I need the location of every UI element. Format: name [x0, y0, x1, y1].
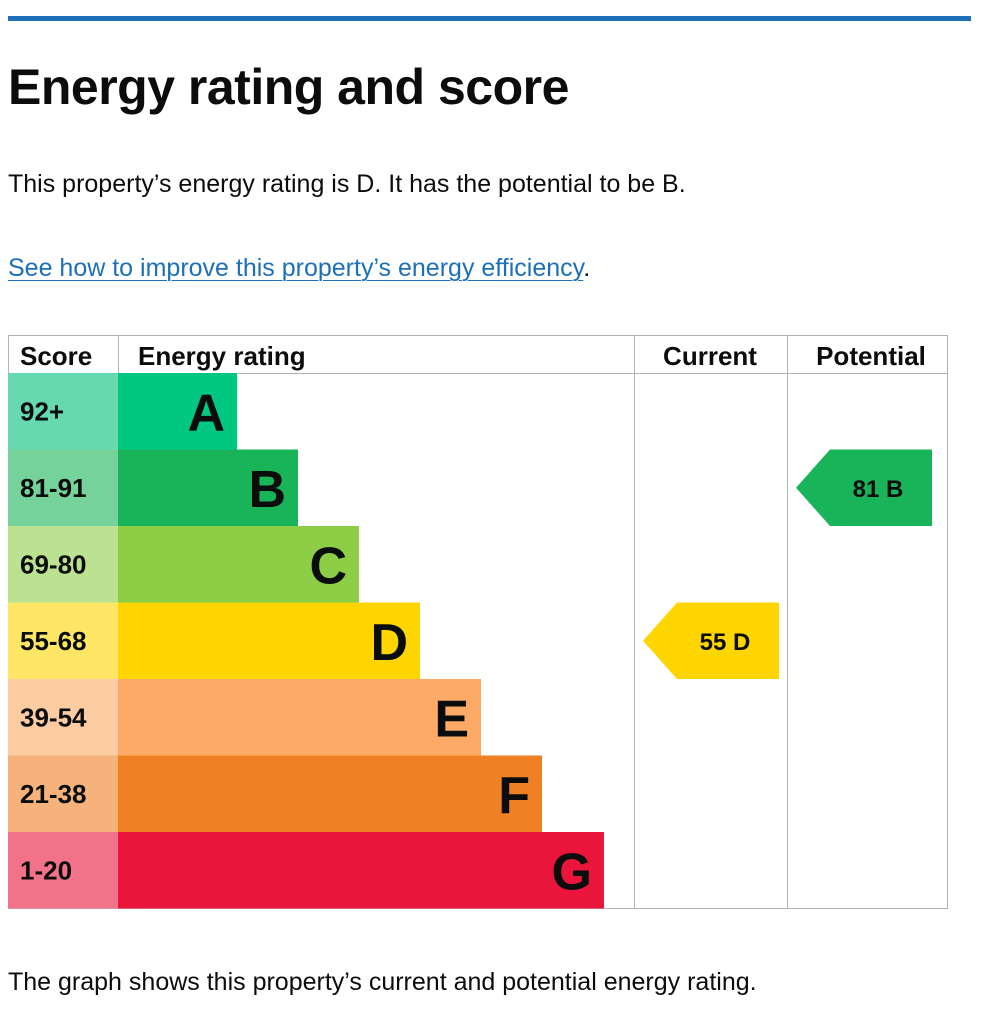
score-cell-c	[8, 526, 118, 603]
band-bar-g	[118, 832, 604, 909]
rating-summary: This property’s energy rating is D. It h…	[8, 170, 686, 198]
band-letter-c: C	[309, 537, 347, 595]
band-letter-d: D	[370, 614, 408, 672]
band-letter-a: A	[187, 384, 225, 442]
band-bar-b	[118, 449, 298, 526]
top-rule	[8, 16, 971, 21]
header-energy-rating: Energy rating	[138, 341, 306, 371]
band-bar-f	[118, 755, 542, 832]
current-rating-label: 55 D	[700, 629, 751, 656]
score-cell-g	[8, 832, 118, 909]
band-bar-a	[118, 373, 237, 450]
score-cell-a	[8, 373, 118, 450]
improve-paragraph: See how to improve this property’s energ…	[8, 254, 590, 283]
header-potential: Potential	[816, 341, 926, 371]
band-bar-e	[118, 679, 481, 756]
rating-bands: 92+ A 81-91 B 69-80 C 55-68 D 39-54 E 21-38 F 1-20 G	[8, 373, 604, 909]
band-bar-c	[118, 526, 359, 603]
header-score: Score	[20, 341, 92, 371]
page-title: Energy rating and score	[8, 59, 569, 115]
band-bar-d	[118, 602, 420, 679]
improve-link[interactable]: See how to improve this property’s energ…	[8, 254, 584, 282]
score-label-f: 21-38	[20, 779, 87, 809]
score-cell-d	[8, 602, 118, 679]
score-label-c: 69-80	[20, 549, 87, 579]
score-cell-e	[8, 679, 118, 756]
chart-footnote: The graph shows this property’s current …	[8, 968, 757, 996]
energy-rating-chart: Score Energy rating Current Potential 92…	[8, 335, 948, 909]
score-label-e: 39-54	[20, 702, 87, 732]
score-cell-f	[8, 755, 118, 832]
band-letter-f: F	[498, 767, 530, 825]
improve-suffix: .	[583, 254, 591, 282]
rating-arrows: 55 D 81 B	[643, 449, 932, 679]
score-label-b: 81-91	[20, 473, 87, 503]
score-label-d: 55-68	[20, 626, 87, 656]
band-letter-e: E	[434, 690, 469, 748]
header-current: Current	[663, 341, 757, 371]
band-letter-b: B	[248, 461, 286, 519]
score-label-a: 92+	[20, 396, 64, 426]
score-label-g: 1-20	[20, 855, 72, 885]
band-letter-g: G	[552, 843, 592, 901]
potential-rating-label: 81 B	[853, 476, 904, 503]
potential-arrow	[796, 449, 932, 526]
score-cell-b	[8, 449, 118, 526]
current-arrow	[643, 602, 779, 679]
